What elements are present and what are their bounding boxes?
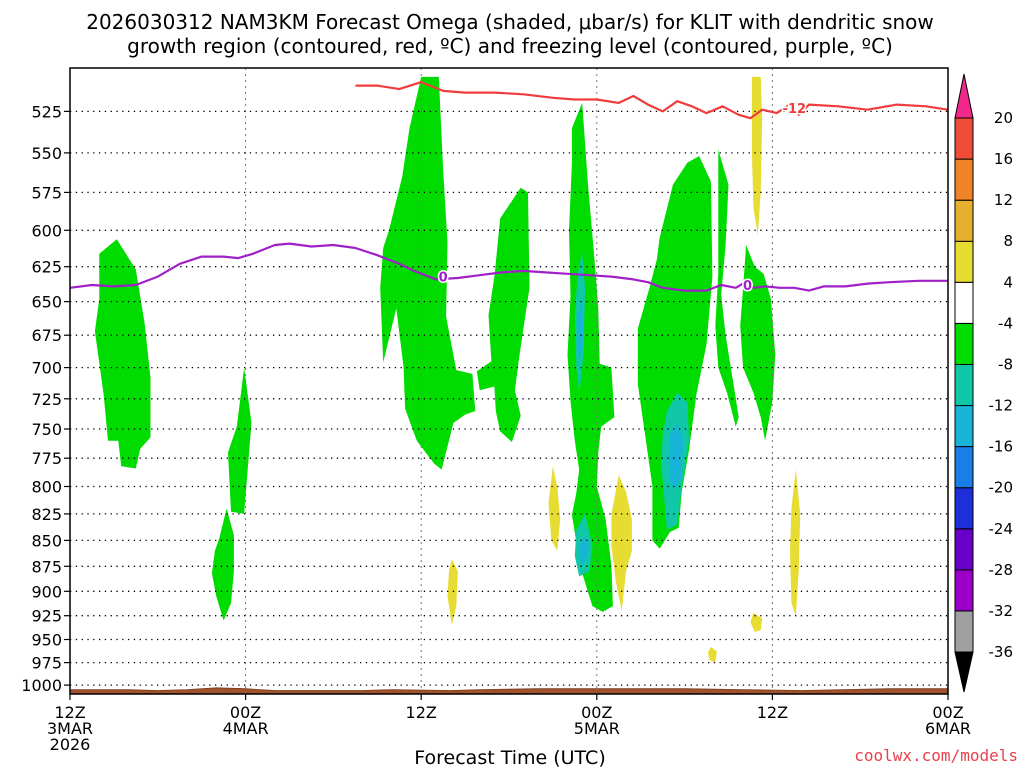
omega-area bbox=[751, 76, 763, 235]
omega-area bbox=[708, 646, 717, 663]
omega-area bbox=[611, 475, 632, 611]
x-tick-label: 00Z bbox=[932, 703, 963, 722]
x-tick-label: 6MAR bbox=[925, 719, 971, 738]
plot-frame bbox=[69, 67, 949, 695]
y-tick-label: 750 bbox=[31, 420, 62, 439]
colorbar-bin bbox=[954, 158, 974, 201]
colorbar-bin bbox=[954, 240, 974, 283]
colorbar-tick-label: -28 bbox=[989, 561, 1014, 579]
x-tick-label: 5MAR bbox=[574, 719, 620, 738]
y-tick-label: 525 bbox=[31, 102, 62, 121]
colorbar-tick-label: -16 bbox=[989, 438, 1014, 456]
omega-area bbox=[548, 466, 561, 551]
colorbar-bin bbox=[954, 405, 974, 448]
colorbar-tick-label: -20 bbox=[989, 479, 1014, 497]
y-tick-label: 700 bbox=[31, 359, 62, 378]
colorbar-tick-label: -32 bbox=[989, 602, 1014, 620]
colorbar-bin bbox=[954, 117, 974, 160]
terrain-layer bbox=[69, 687, 949, 695]
colorbar-under-arrow bbox=[954, 651, 974, 693]
colorbar-bin bbox=[954, 446, 974, 489]
freezing-level-contour bbox=[70, 242, 948, 292]
omega-area bbox=[668, 423, 684, 489]
x-tick-label: 4MAR bbox=[223, 719, 269, 738]
chart-title-line1: 2026030312 NAM3KM Forecast Omega (shaded… bbox=[86, 10, 934, 34]
y-tick-label: 650 bbox=[31, 293, 62, 312]
omega-area bbox=[577, 298, 584, 362]
y-tick-label: 600 bbox=[31, 221, 62, 240]
omega-area bbox=[228, 367, 252, 514]
colorbar-bin bbox=[954, 322, 974, 365]
contour-lines: -12 0 0 bbox=[70, 81, 948, 296]
chart-title-line2: growth region (contoured, red, ºC) and f… bbox=[127, 34, 893, 58]
x-tick-label: 00Z bbox=[581, 703, 612, 722]
y-tick-label: 825 bbox=[31, 505, 62, 524]
y-tick-label: 725 bbox=[31, 390, 62, 409]
omega-area bbox=[750, 612, 763, 632]
omega-area bbox=[579, 535, 588, 566]
y-tick-label: 900 bbox=[31, 582, 62, 601]
colorbar-tick-label: -12 bbox=[989, 397, 1014, 415]
colorbar-tick-label: 4 bbox=[1003, 273, 1013, 291]
colorbar-bin bbox=[954, 610, 974, 653]
x-tick-label: 3MAR bbox=[47, 719, 93, 738]
y-tick-label: 1000 bbox=[21, 676, 62, 695]
x-tick-label: 2026 bbox=[50, 735, 91, 754]
y-tick-label: 675 bbox=[31, 326, 62, 345]
terrain-surface bbox=[69, 687, 949, 695]
y-tick-label: 875 bbox=[31, 557, 62, 576]
omega-area bbox=[740, 245, 776, 441]
y-tick-label: 575 bbox=[31, 183, 62, 202]
colorbar-tick-label: 16 bbox=[994, 150, 1013, 168]
x-tick-label: 00Z bbox=[230, 703, 261, 722]
omega-area bbox=[476, 187, 530, 442]
omega-area bbox=[447, 559, 458, 626]
x-axis-label: Forecast Time (UTC) bbox=[414, 747, 605, 768]
omega-area bbox=[637, 156, 713, 549]
colorbar-tick-label: -8 bbox=[998, 356, 1013, 374]
y-tick-label: 950 bbox=[31, 631, 62, 650]
omega-area bbox=[567, 102, 615, 612]
y-tick-label: 800 bbox=[31, 478, 62, 497]
y-tick-label: 550 bbox=[31, 144, 62, 163]
colorbar-bin bbox=[954, 569, 974, 612]
colorbar-bin bbox=[954, 281, 974, 324]
omega-shading bbox=[94, 76, 801, 663]
contour-label: -12 bbox=[783, 102, 807, 117]
y-tick-label: 625 bbox=[31, 258, 62, 277]
contour-label: 0 bbox=[439, 271, 448, 286]
credit-text: coolwx.com/models bbox=[854, 746, 1018, 765]
y-tick-label: 775 bbox=[31, 449, 62, 468]
omega-area bbox=[380, 76, 476, 470]
colorbar-tick-label: -4 bbox=[998, 314, 1013, 332]
colorbar-bin bbox=[954, 487, 974, 530]
colorbar-bin bbox=[954, 528, 974, 571]
colorbar-tick-label: 12 bbox=[994, 191, 1013, 209]
colorbar-tick-label: 20 bbox=[994, 109, 1013, 127]
colorbar-over-arrow bbox=[954, 73, 974, 119]
x-tick-label: 12Z bbox=[406, 703, 437, 722]
omega-area bbox=[790, 469, 801, 616]
colorbar-bin bbox=[954, 199, 974, 242]
colorbar-tick-label: -24 bbox=[989, 520, 1014, 538]
x-tick-label: 12Z bbox=[757, 703, 788, 722]
y-tick-label: 925 bbox=[31, 607, 62, 626]
y-tick-label: 975 bbox=[31, 654, 62, 673]
y-axis-ticks: 525 550 575 600 625 650 675 700 725 750 775 800 825 8… bbox=[21, 102, 70, 695]
colorbar-tick-label: -36 bbox=[989, 643, 1014, 661]
y-tick-label: 850 bbox=[31, 531, 62, 550]
omega-area bbox=[211, 508, 234, 621]
x-tick-label: 12Z bbox=[54, 703, 85, 722]
colorbar: -36 -32 -28 -24 -20 -16 -12 -8 -4 4 8 12 16 20 bbox=[954, 73, 1014, 693]
colorbar-bin bbox=[954, 364, 974, 407]
omega-area bbox=[94, 239, 151, 469]
colorbar-tick-label: 8 bbox=[1003, 232, 1013, 250]
dendritic-contour bbox=[355, 81, 948, 120]
contour-label: 0 bbox=[743, 279, 752, 294]
omega-area bbox=[715, 149, 739, 427]
